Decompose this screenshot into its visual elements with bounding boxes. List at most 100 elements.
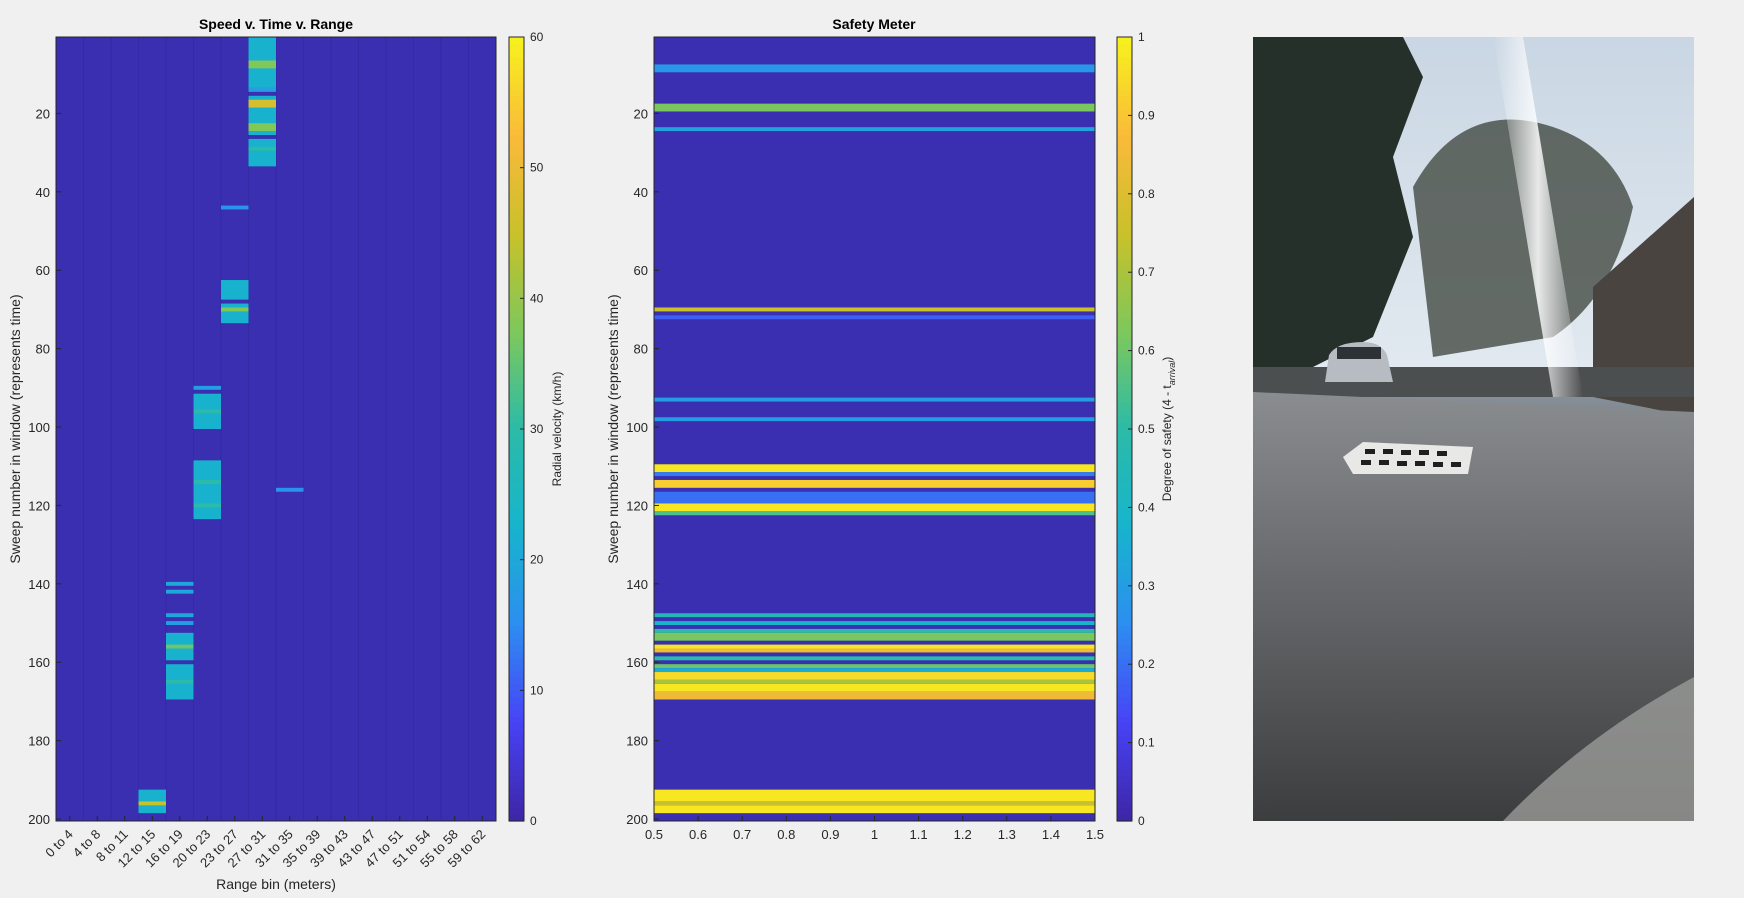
colorbar-segment: [509, 455, 524, 463]
y-tick-label: 160: [28, 655, 50, 670]
colorbar-segment: [509, 807, 524, 816]
colorbar-segment: [509, 304, 524, 312]
colorbar-segment: [509, 69, 524, 77]
colorbar-segment: [509, 193, 524, 201]
heatmap-cell: [276, 487, 304, 492]
colorbar-segment: [509, 174, 524, 182]
colorbar-segment: [509, 677, 524, 685]
colorbar-segment: [509, 37, 524, 45]
sun-ray: [1493, 37, 1583, 397]
colorbar-segment: [509, 141, 524, 149]
heatmap-cell: [221, 205, 249, 210]
colorbar-segment: [509, 154, 524, 162]
colorbar-segment: [509, 285, 524, 293]
y-tick-label: 120: [28, 498, 50, 513]
colorbar-segment: [509, 762, 524, 770]
colorbar-segment: [509, 755, 524, 763]
heatmap-cell: [248, 123, 276, 132]
colorbar-segment: [509, 102, 524, 110]
colorbar-segment: [509, 775, 524, 783]
colorbar-segment: [509, 513, 524, 522]
colorbar-segment: [509, 474, 524, 482]
colorbar-segment: [509, 618, 524, 626]
colorbar-tick-label: 60: [530, 30, 544, 44]
heatmap-cell: [138, 801, 166, 806]
colorbar-segment: [509, 82, 524, 90]
colorbar-segment: [509, 76, 524, 84]
colorbar-segment: [509, 566, 524, 574]
colorbar-segment: [509, 651, 524, 659]
roadside: [1253, 367, 1694, 397]
colorbar-tick-label: 20: [530, 553, 544, 567]
heatmap-cell: [193, 409, 221, 414]
heatmap-cell: [166, 613, 194, 618]
colorbar-segment: [509, 350, 524, 358]
colorbar-segment: [509, 690, 524, 698]
colorbar-segment: [509, 180, 524, 188]
colorbar-segment: [509, 246, 524, 254]
colorbar-segment: [509, 252, 524, 260]
colorbar-segment: [509, 219, 524, 228]
y-tick-label: 140: [28, 577, 50, 592]
curb: [1503, 677, 1694, 821]
colorbar-segment: [509, 507, 524, 515]
colorbar-segment: [509, 487, 524, 495]
colorbar-tick-label: 30: [530, 422, 544, 436]
colorbar-segment: [509, 729, 524, 737]
heatmap-cell: [248, 99, 276, 108]
colorbar-segment: [509, 481, 524, 489]
colorbar-segment: [509, 402, 524, 410]
heatmap-cell: [248, 146, 276, 151]
colorbar-segment: [509, 631, 524, 639]
heatmap-cell: [221, 303, 249, 324]
colorbar-tick-label: 10: [530, 683, 544, 697]
colorbar-segment: [509, 703, 524, 711]
colorbar-segment: [509, 363, 524, 371]
street-camera-photo: [1253, 37, 1694, 821]
colorbar-segment: [509, 337, 524, 345]
colorbar-tick-label: 50: [530, 161, 544, 175]
colorbar-tick-label: 40: [530, 291, 544, 305]
colorbar-segment: [509, 592, 524, 600]
colorbar-segment: [509, 415, 524, 424]
colorbar-segment: [509, 259, 524, 267]
heatmap-cell: [193, 479, 221, 484]
colorbar-segment: [509, 121, 524, 130]
colorbar-segment: [509, 389, 524, 397]
colorbar-segment: [509, 696, 524, 704]
colorbar-segment: [509, 422, 524, 430]
road-surface: [1253, 392, 1694, 821]
colorbar-segment: [509, 768, 524, 776]
colorbar-segment: [509, 95, 524, 103]
y-tick-label: 180: [28, 734, 50, 749]
colorbar-segment: [509, 814, 524, 822]
colorbar-segment: [509, 317, 524, 326]
heatmap-cell: [166, 621, 194, 625]
roof-right: [1593, 197, 1694, 417]
colorbar-segment: [509, 723, 524, 731]
colorbar-segment: [509, 788, 524, 796]
colorbar-segment: [509, 206, 524, 214]
heatmap-cell: [248, 60, 276, 69]
colorbar-segment: [509, 579, 524, 587]
colorbar-segment: [509, 442, 524, 450]
colorbar-segment: [509, 546, 524, 554]
colorbar-segment: [509, 801, 524, 809]
colorbar-segment: [509, 128, 524, 136]
colorbar-segment: [509, 311, 524, 319]
colorbar-segment: [509, 670, 524, 678]
colorbar-segment: [509, 435, 524, 443]
heatmap-cell: [221, 307, 249, 312]
tree-canopy: [1413, 119, 1633, 357]
colorbar-segment: [509, 370, 524, 378]
colorbar-segment: [509, 781, 524, 789]
colorbar-segment: [509, 749, 524, 757]
colorbar-segment: [509, 324, 524, 332]
colorbar-segment: [509, 527, 524, 535]
colorbar-segment: [509, 468, 524, 476]
y-tick-label: 80: [36, 342, 50, 357]
trees-left: [1253, 37, 1423, 367]
colorbar-segment: [509, 709, 524, 718]
heatmap-cell: [166, 581, 194, 586]
